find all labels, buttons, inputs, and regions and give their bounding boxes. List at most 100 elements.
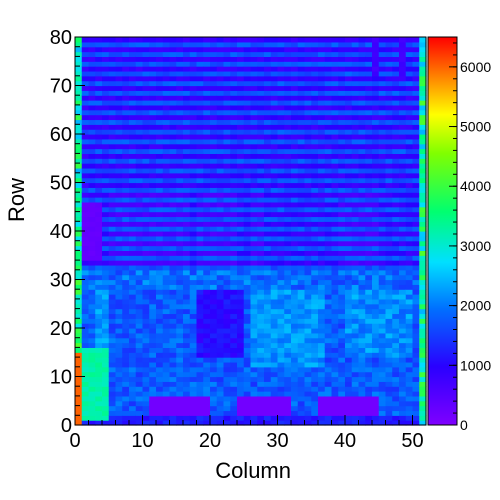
heatmap-cell <box>291 294 299 300</box>
heatmap-cell <box>102 70 110 77</box>
heatmap-cell <box>88 342 96 348</box>
heatmap-cell <box>75 332 83 339</box>
heatmap-cell <box>243 41 252 48</box>
heatmap-cell <box>358 337 366 344</box>
heatmap-cell <box>318 211 326 218</box>
heatmap-cell <box>142 216 150 222</box>
heatmap-cell <box>129 395 137 402</box>
heatmap-cell <box>291 245 299 251</box>
heatmap-cell <box>196 129 204 135</box>
heatmap-cell <box>291 328 299 334</box>
heatmap-cell <box>237 134 245 140</box>
heatmap-cell <box>243 391 252 397</box>
heatmap-cell <box>338 119 346 125</box>
colorbar <box>427 36 458 426</box>
heatmap-cell <box>338 148 346 154</box>
heatmap-cell <box>250 245 258 251</box>
heatmap-cell <box>135 313 144 319</box>
heatmap-cell <box>142 153 150 159</box>
heatmap-cell <box>115 235 123 242</box>
heatmap-cell <box>115 90 123 96</box>
heatmap-cell <box>189 357 198 363</box>
heatmap-cell <box>297 289 306 295</box>
heatmap-cell <box>372 114 380 121</box>
heatmap-cell <box>345 90 353 96</box>
heatmap-cell <box>392 56 400 62</box>
heatmap-cell <box>399 366 407 373</box>
heatmap-cell <box>351 197 360 203</box>
heatmap-cell <box>277 124 285 130</box>
heatmap-cell <box>210 284 218 290</box>
heatmap-cell <box>264 260 272 266</box>
heatmap-cell <box>304 289 312 295</box>
heatmap-cell <box>385 264 393 271</box>
heatmap-cell <box>122 318 130 324</box>
heatmap-cell <box>122 381 130 387</box>
heatmap-cell <box>108 134 117 140</box>
heatmap-cell <box>412 85 420 91</box>
heatmap-cell <box>372 381 380 387</box>
heatmap-cell <box>237 143 245 150</box>
heatmap-cell <box>284 177 292 184</box>
heatmap-cell <box>169 104 177 111</box>
heatmap-cell <box>277 361 285 368</box>
heatmap-cell <box>318 201 326 208</box>
heatmap-cell <box>230 158 238 164</box>
heatmap-cell <box>351 245 360 251</box>
heatmap-cell <box>162 216 171 222</box>
heatmap-cell <box>318 332 326 339</box>
heatmap-cell <box>284 51 292 57</box>
heatmap-cell <box>88 182 96 188</box>
heatmap-cell <box>331 172 339 179</box>
heatmap-cell <box>365 226 373 232</box>
heatmap-cell <box>237 274 245 281</box>
heatmap-cell <box>284 163 292 169</box>
heatmap-cell <box>156 386 164 392</box>
heatmap-cell <box>372 347 380 353</box>
heatmap-cell <box>385 231 393 237</box>
heatmap-cell <box>291 352 299 358</box>
heatmap-cell <box>81 269 90 276</box>
heatmap-cell <box>358 46 366 53</box>
heatmap-cell <box>372 420 380 426</box>
heatmap-cell <box>135 347 144 353</box>
heatmap-cell <box>95 337 103 344</box>
heatmap-cell <box>156 163 164 169</box>
heatmap-cell <box>183 66 191 72</box>
heatmap-cell <box>216 109 225 116</box>
heatmap-cell <box>223 289 231 295</box>
heatmap-cell <box>392 148 400 154</box>
heatmap-cell <box>156 260 164 266</box>
heatmap-cell <box>230 182 238 188</box>
heatmap-cell <box>108 371 117 378</box>
heatmap-cell <box>243 240 252 247</box>
heatmap-cell <box>277 51 285 57</box>
heatmap-cell <box>75 148 83 154</box>
heatmap-cell <box>216 216 225 222</box>
heatmap-cell <box>291 211 299 218</box>
heatmap-cell <box>237 201 245 208</box>
heatmap-cell <box>405 410 414 416</box>
heatmap-cell <box>291 143 299 150</box>
heatmap-cell <box>142 85 150 91</box>
heatmap-cell <box>75 109 83 116</box>
heatmap-cell <box>250 61 258 67</box>
heatmap-cell <box>122 386 130 392</box>
heatmap-cell <box>237 206 245 213</box>
heatmap-cell <box>95 400 103 407</box>
heatmap-cell <box>196 124 204 130</box>
heatmap-cell <box>318 61 326 67</box>
heatmap-cell <box>358 405 366 412</box>
heatmap-cell <box>142 114 150 121</box>
heatmap-cell <box>318 405 326 412</box>
heatmap-cell <box>75 303 83 310</box>
heatmap-cell <box>385 187 393 193</box>
heatmap-cell <box>324 216 333 222</box>
heatmap-cell <box>270 420 279 426</box>
heatmap-cell <box>115 85 123 91</box>
heatmap-cell <box>162 211 171 218</box>
heatmap-cell <box>331 216 339 222</box>
heatmap-cell <box>365 66 373 72</box>
heatmap-cell <box>210 177 218 184</box>
heatmap-cell <box>399 386 407 392</box>
